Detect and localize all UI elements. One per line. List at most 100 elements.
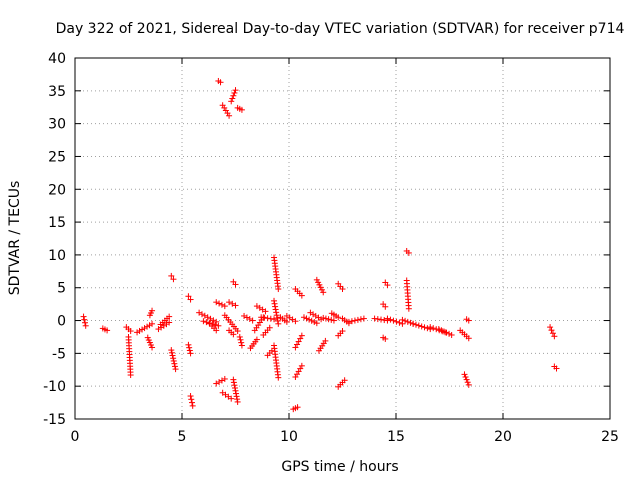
x-tick-label: 15 [387,429,405,445]
data-point [231,384,238,391]
data-point [360,315,367,322]
data-point [300,314,307,321]
data-point [351,317,358,324]
data-point [243,314,250,321]
y-tick-label: 10 [48,248,66,264]
data-point [549,330,556,337]
data-point [170,276,177,283]
data-point [548,327,555,334]
data-point [217,79,224,86]
data-point [465,335,472,342]
data-point [238,342,245,349]
data-point [283,318,290,325]
data-point [171,363,178,370]
data-points [80,77,560,413]
data-point [354,316,361,323]
data-point [298,332,305,339]
data-point [462,373,469,380]
data-point [171,360,178,367]
data-point [186,344,193,351]
data-point [357,316,364,323]
data-point [82,322,89,329]
x-tick-label: 20 [494,429,512,445]
data-point [215,322,222,329]
data-point [402,317,409,324]
data-point [320,314,327,321]
data-point [311,318,318,325]
data-point [271,316,278,323]
data-point [412,321,419,328]
data-point [234,398,241,405]
data-point [185,293,192,300]
data-point [448,331,455,338]
y-tick-label: 35 [48,84,66,100]
data-point [387,316,394,323]
data-point [198,311,205,318]
data-point [213,327,220,334]
data-point [218,377,225,384]
data-point [228,98,235,105]
data-point [292,318,299,325]
data-point [322,315,329,322]
data-point [189,402,196,409]
data-point [430,325,437,332]
data-point [435,326,442,333]
data-point [551,333,558,340]
data-point [201,312,208,319]
data-point [234,396,241,403]
data-point [236,333,243,340]
grid-lines [75,58,610,419]
data-point [230,379,237,386]
data-point [339,286,346,293]
data-point [233,390,240,397]
data-point [405,249,412,256]
data-point [127,372,134,379]
data-point [424,325,431,332]
y-tick-label: 0 [57,314,66,330]
data-point [234,328,241,335]
y-tick-label: 25 [48,149,66,165]
data-point [230,331,237,338]
data-point [407,319,414,326]
x-axis-title: GPS time / hours [281,459,398,475]
data-point [238,106,245,113]
y-tick-label: 30 [48,117,66,133]
data-point [440,328,447,335]
data-point [213,299,220,306]
data-point [275,374,282,381]
data-point [303,315,310,322]
data-point [275,286,282,293]
data-point [187,393,194,400]
data-point [203,319,210,326]
data-point [81,319,88,326]
data-point [230,92,237,99]
data-point [216,379,223,386]
data-point [273,312,280,319]
data-point [127,328,134,335]
data-point [231,382,238,389]
data-point [446,330,453,337]
data-point [390,317,397,324]
data-point [320,289,327,296]
data-point [172,366,179,373]
data-point [253,336,260,343]
data-point [330,317,337,324]
data-point [463,376,470,383]
data-point [298,292,305,299]
data-point [308,317,315,324]
data-point [216,300,223,307]
data-point [273,309,280,316]
data-point [232,87,239,94]
data-point [294,404,301,411]
y-tick-label: 15 [48,215,66,231]
data-point [313,320,320,327]
data-point [465,381,472,388]
data-point [399,316,406,323]
data-point [226,299,233,306]
data-point [231,89,238,96]
data-point [229,95,236,102]
data-point [185,341,192,348]
data-point [149,320,156,327]
data-point [232,302,239,309]
data-point [427,324,434,331]
